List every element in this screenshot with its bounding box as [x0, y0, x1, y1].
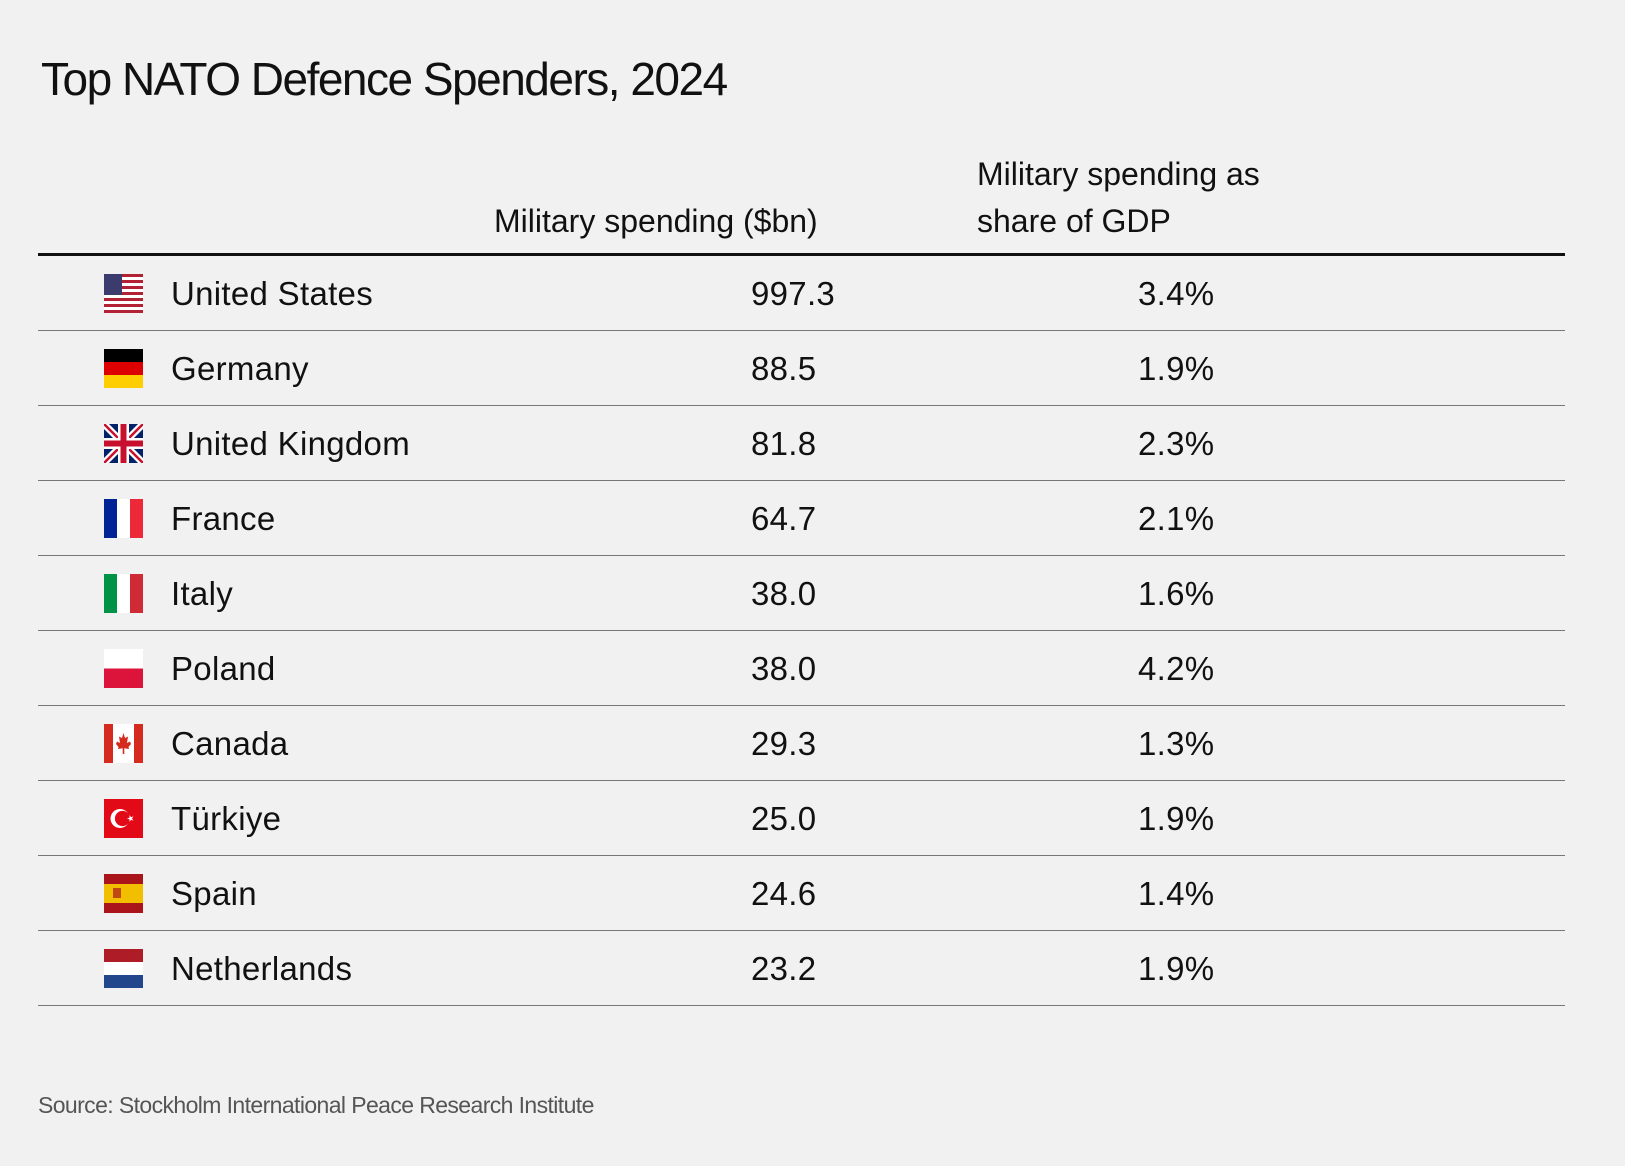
flag: [104, 874, 143, 913]
gdp-share: 1.3%: [1138, 725, 1215, 762]
table-row: Netherlands 23.2 1.9%: [38, 931, 1565, 1006]
flag: [104, 424, 143, 463]
gdp-share: 1.4%: [1138, 875, 1215, 912]
flag: [104, 349, 143, 388]
table-row: United Kingdom 81.8 2.3%: [38, 406, 1565, 481]
gdp-share: 1.9%: [1138, 350, 1215, 387]
gdp-share: 1.9%: [1138, 950, 1215, 987]
flag: [104, 799, 143, 838]
spending-value: 24.6: [751, 875, 817, 912]
spending-value: 29.3: [751, 725, 817, 762]
flag: [104, 574, 143, 613]
flag: [104, 274, 143, 313]
spending-value: 38.0: [751, 575, 817, 612]
spending-value: 23.2: [751, 950, 817, 987]
flag: [104, 949, 143, 988]
country: France: [171, 500, 276, 537]
source-note: Source: Stockholm International Peace Re…: [38, 1092, 594, 1118]
spending-value: 64.7: [751, 500, 817, 537]
country: United States: [171, 275, 374, 312]
spending-value: 38.0: [751, 650, 817, 687]
table-row: Spain 24.6 1.4%: [38, 856, 1565, 931]
country: United Kingdom: [171, 425, 411, 462]
spending-value: 25.0: [751, 800, 817, 837]
spending-value: 81.8: [751, 425, 817, 462]
country: Germany: [171, 350, 309, 387]
table-row: Türkiye 25.0 1.9%: [38, 781, 1565, 856]
title: Top NATO Defence Spenders, 2024: [41, 53, 728, 105]
country: Netherlands: [171, 950, 353, 987]
gdp-share: 2.3%: [1138, 425, 1215, 462]
gdp-share: 1.6%: [1138, 575, 1215, 612]
header-rule: [38, 253, 1565, 256]
gdp-share: 4.2%: [1138, 650, 1215, 687]
table-row: Italy 38.0 1.6%: [38, 556, 1565, 631]
gdp-share: 3.4%: [1138, 275, 1215, 312]
spending-value: 88.5: [751, 350, 817, 387]
country: Italy: [171, 575, 234, 612]
column-header: Military spending as share of GDP: [977, 156, 1260, 239]
flag: [104, 724, 143, 763]
table-row: Poland 38.0 4.2%: [38, 631, 1565, 706]
spending-value: 997.3: [751, 275, 836, 312]
table-row: France 64.7 2.1%: [38, 481, 1565, 556]
gdp-share: 2.1%: [1138, 500, 1215, 537]
table-row: Canada 29.3 1.3%: [38, 706, 1565, 781]
country: Poland: [171, 650, 276, 687]
country: Spain: [171, 875, 257, 912]
country: Canada: [171, 725, 289, 762]
column-header: Military spending ($bn): [494, 203, 818, 239]
flag: [104, 649, 143, 688]
table-row: United States 997.3 3.4%: [38, 256, 1565, 331]
table-row: Germany 88.5 1.9%: [38, 331, 1565, 406]
country: Türkiye: [171, 800, 282, 837]
gdp-share: 1.9%: [1138, 800, 1215, 837]
flag: [104, 499, 143, 538]
